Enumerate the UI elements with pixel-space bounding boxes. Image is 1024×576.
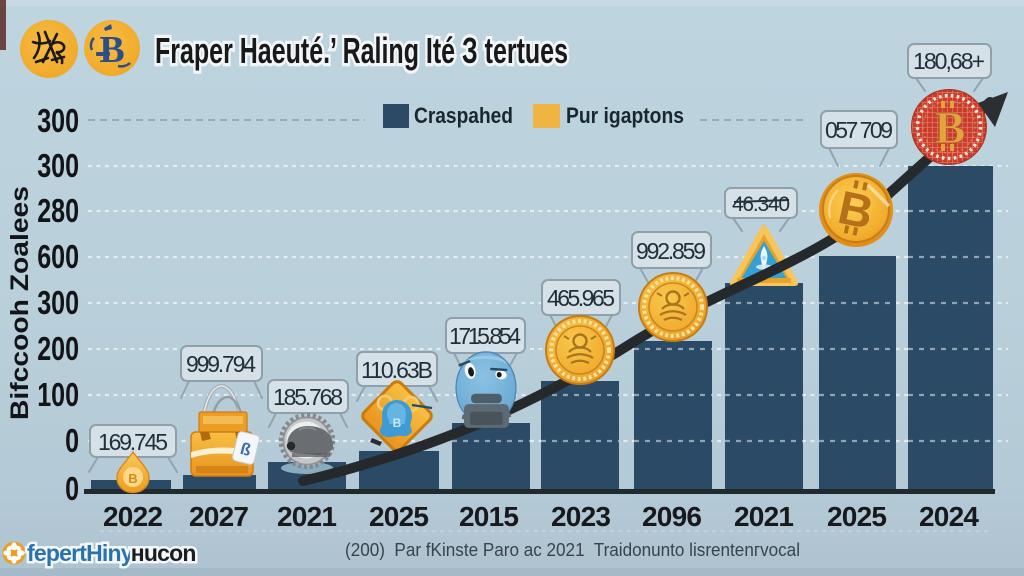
svg-text:200: 200 bbox=[37, 331, 79, 368]
svg-text:2024: 2024 bbox=[919, 501, 979, 532]
svg-text:300: 300 bbox=[37, 148, 79, 185]
svg-text:2021: 2021 bbox=[734, 501, 794, 532]
svg-text:Craspahed: Craspahed bbox=[414, 103, 513, 128]
svg-text:110.63B: 110.63B bbox=[361, 357, 433, 383]
svg-text:0: 0 bbox=[65, 423, 79, 460]
svg-text:169.745: 169.745 bbox=[98, 429, 168, 455]
svg-text:2023: 2023 bbox=[551, 501, 611, 532]
svg-text:180,68+: 180,68+ bbox=[913, 48, 985, 74]
svg-text:992.859: 992.859 bbox=[636, 238, 706, 264]
svg-text:2025: 2025 bbox=[827, 501, 887, 532]
svg-text:600: 600 bbox=[37, 239, 79, 276]
svg-text:185.768: 185.768 bbox=[273, 384, 343, 410]
svg-text:999.794: 999.794 bbox=[186, 351, 256, 377]
svg-text:(200) Par fKinste Paro ac 202: (200) Par fKinste Paro ac 2021 Traidonun… bbox=[345, 540, 800, 560]
svg-text:1715.854: 1715.854 bbox=[449, 323, 521, 349]
svg-text:B: B bbox=[99, 29, 124, 71]
svg-text:ß: ß bbox=[238, 439, 253, 460]
svg-text:280: 280 bbox=[37, 193, 79, 230]
svg-text:Pur igaptons: Pur igaptons bbox=[566, 103, 684, 128]
svg-text:465.965: 465.965 bbox=[547, 285, 615, 311]
svg-text:300: 300 bbox=[37, 103, 79, 140]
svg-text:Fraper Haeuté.’ Raling Ité З t: Fraper Haeuté.’ Raling Ité З tertues bbox=[155, 30, 568, 71]
svg-text:0: 0 bbox=[65, 471, 79, 508]
svg-text:2015: 2015 bbox=[459, 501, 519, 532]
svg-text:2027: 2027 bbox=[189, 501, 249, 532]
svg-text:B: B bbox=[393, 416, 402, 430]
svg-text:B: B bbox=[128, 471, 137, 486]
svg-text:Bifccooh Zoalees: Bifccooh Zoalees bbox=[6, 186, 34, 420]
svg-text:fepertHinyнucon: fepertHinyнucon bbox=[27, 540, 196, 566]
svg-text:46.340: 46.340 bbox=[732, 193, 790, 216]
svg-text:2022: 2022 bbox=[103, 501, 163, 532]
svg-text:057 709: 057 709 bbox=[825, 117, 893, 143]
svg-text:100: 100 bbox=[37, 377, 79, 414]
svg-text:2025: 2025 bbox=[369, 501, 429, 532]
svg-text:B: B bbox=[935, 102, 966, 153]
svg-text:2021: 2021 bbox=[277, 501, 337, 532]
svg-text:2096: 2096 bbox=[642, 501, 702, 532]
svg-text:300: 300 bbox=[37, 285, 79, 322]
